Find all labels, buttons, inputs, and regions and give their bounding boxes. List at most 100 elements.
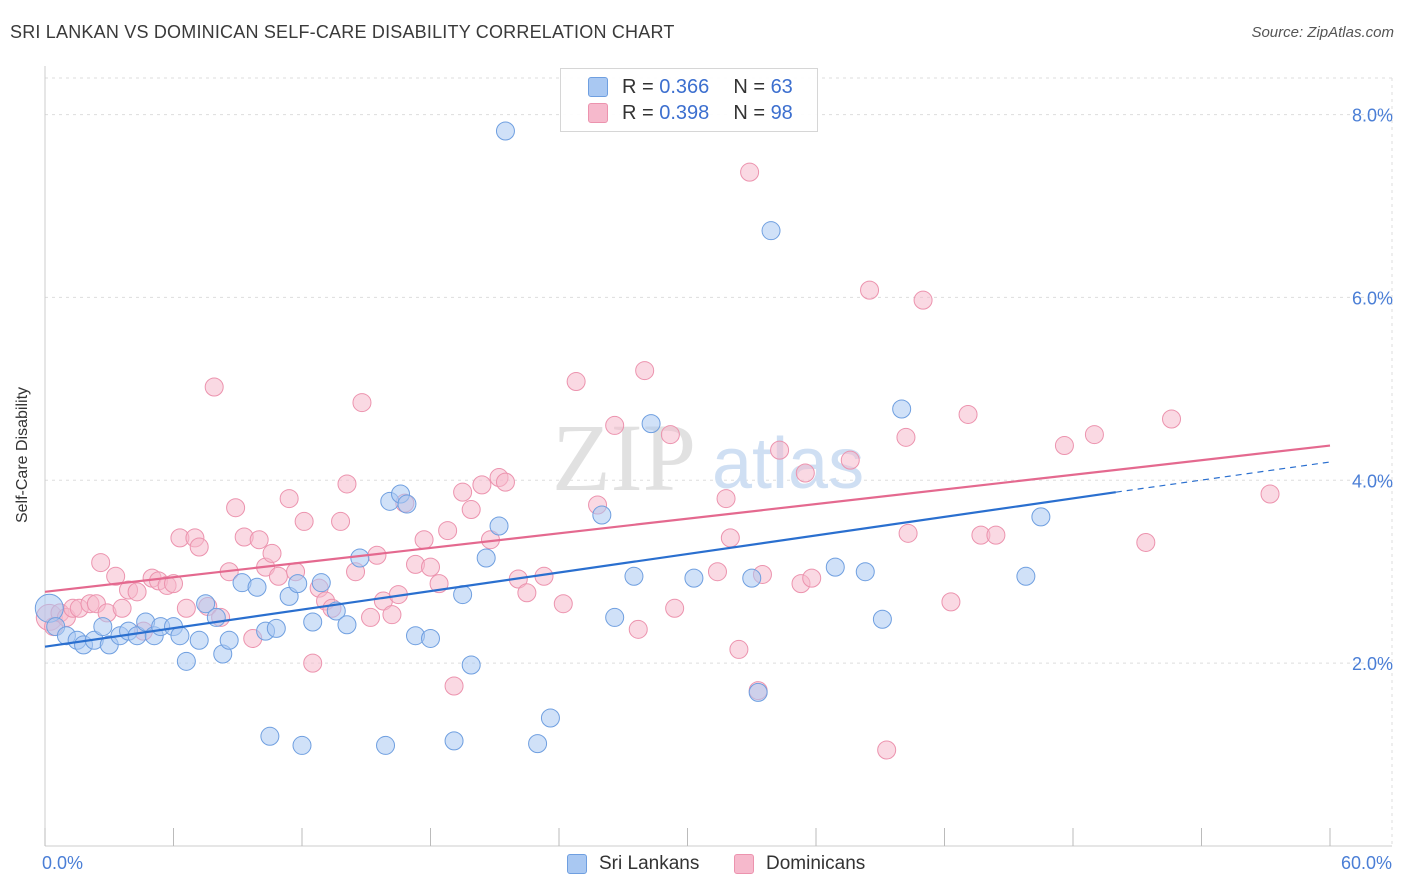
dominican-point bbox=[331, 511, 351, 531]
sri-lankan-point bbox=[196, 594, 216, 614]
sri-lankan-point bbox=[189, 630, 209, 650]
sri-lankan-point bbox=[292, 735, 312, 755]
sri-lankan-point bbox=[495, 121, 515, 141]
dominican-point bbox=[986, 525, 1006, 545]
dominican-point bbox=[268, 566, 288, 586]
sri-lankan-point bbox=[540, 708, 560, 728]
dominican-point bbox=[189, 537, 209, 557]
sri-lankan-point bbox=[684, 568, 704, 588]
dominican-point bbox=[421, 557, 440, 577]
dominican-point bbox=[414, 530, 434, 550]
legend-row-dominicans: R = 0.398 N = 98 bbox=[588, 100, 793, 126]
legend-r-label: R = bbox=[622, 75, 654, 98]
dominican-point bbox=[1162, 409, 1182, 429]
dominican-point bbox=[795, 463, 815, 483]
dominican-point bbox=[453, 482, 473, 502]
dominican-point bbox=[495, 472, 515, 492]
dominican-point bbox=[898, 523, 918, 543]
sri-lankan-point bbox=[489, 516, 509, 536]
legend-n-value: 63 bbox=[770, 75, 793, 98]
sri-lankan-point bbox=[170, 626, 190, 646]
sri-lankan-point bbox=[742, 568, 762, 588]
sri-lankan-point bbox=[624, 566, 644, 586]
legend-n-label: N = bbox=[733, 101, 765, 124]
sri-lankan-point bbox=[421, 628, 440, 648]
dominican-point bbox=[279, 489, 299, 509]
sri-lankan-point bbox=[476, 548, 496, 568]
bottom-legend-dominicans: Dominicans bbox=[734, 851, 865, 877]
x-tick-label: 0.0% bbox=[42, 853, 83, 873]
sri-lankan-point bbox=[176, 651, 196, 671]
dominican-point bbox=[877, 740, 897, 760]
sri-lankan-point bbox=[748, 682, 768, 702]
sri-lankans-trend-line bbox=[44, 491, 1116, 648]
sri-lankan-point bbox=[892, 399, 912, 419]
dominican-point bbox=[91, 553, 111, 573]
dominican-point bbox=[106, 566, 126, 586]
sri-lankan-point bbox=[1016, 566, 1036, 586]
dominican-point bbox=[226, 498, 246, 518]
legend-r-label: R = bbox=[622, 101, 654, 124]
bottom-swatch-blue bbox=[567, 854, 587, 874]
dominican-point bbox=[1054, 436, 1074, 456]
sri-lankan-point bbox=[761, 221, 781, 241]
sri-lankan-point bbox=[605, 607, 625, 627]
dominican-point bbox=[729, 639, 749, 659]
watermark: ZIP atlas bbox=[552, 404, 864, 511]
sri-lankan-point bbox=[247, 577, 267, 597]
dominican-point bbox=[553, 594, 573, 614]
legend-r-value: 0.398 bbox=[659, 101, 710, 124]
dominican-point bbox=[660, 425, 680, 445]
dominican-point bbox=[628, 619, 648, 639]
dominican-point bbox=[352, 393, 372, 413]
tick-labels: 2.0% 4.0% 6.0% 8.0% 0.0% 60.0% bbox=[42, 106, 1393, 873]
dominican-point bbox=[204, 377, 224, 397]
dominicans-trend-line bbox=[44, 444, 1331, 593]
dominican-point bbox=[740, 162, 760, 182]
dominican-point bbox=[716, 489, 736, 509]
dominican-point bbox=[958, 404, 978, 424]
dominican-point bbox=[566, 372, 586, 392]
dominican-point bbox=[472, 475, 492, 495]
sri-lankan-point bbox=[311, 573, 331, 593]
dominican-point bbox=[303, 653, 323, 673]
legend-swatch-blue bbox=[588, 77, 608, 97]
dominican-point bbox=[802, 568, 822, 588]
sri-lankan-point bbox=[350, 548, 370, 568]
sri-lankan-point bbox=[326, 601, 346, 621]
dominican-point bbox=[361, 607, 381, 627]
dominican-point bbox=[1136, 532, 1156, 552]
dominican-point bbox=[720, 528, 740, 548]
dominican-point bbox=[164, 574, 183, 594]
bottom-swatch-pink bbox=[734, 854, 754, 874]
legend-n-label: N = bbox=[733, 75, 765, 98]
dominican-point bbox=[176, 598, 196, 618]
sri-lankan-point bbox=[266, 618, 286, 638]
gridlines bbox=[45, 77, 1393, 846]
sri-lankans-points bbox=[34, 121, 1051, 755]
sri-lankan-point bbox=[855, 562, 875, 582]
axes bbox=[44, 66, 1392, 847]
sri-lankan-point bbox=[641, 414, 661, 434]
dominican-point bbox=[438, 521, 458, 541]
sri-lankan-point bbox=[93, 617, 113, 637]
sri-lankan-point bbox=[825, 557, 845, 577]
legend-swatch-pink bbox=[588, 103, 608, 123]
dominican-point bbox=[840, 450, 860, 470]
trend-lines bbox=[44, 444, 1331, 648]
bottom-legend-sri-lankans: Sri Lankans bbox=[567, 851, 699, 877]
y-axis-label: Self-Care Disability bbox=[14, 386, 31, 524]
dominican-point bbox=[1260, 484, 1280, 504]
sri-lankan-point bbox=[260, 726, 280, 746]
dominican-point bbox=[665, 598, 685, 618]
dominican-point bbox=[605, 415, 625, 435]
chart-title: SRI LANKAN VS DOMINICAN SELF-CARE DISABI… bbox=[10, 22, 675, 42]
sri-lankan-point bbox=[376, 735, 396, 755]
bottom-legend-label: Sri Lankans bbox=[599, 853, 700, 874]
bottom-legend-label: Dominicans bbox=[766, 853, 866, 874]
dominican-point bbox=[127, 582, 147, 602]
dominican-point bbox=[1084, 425, 1104, 445]
dominican-point bbox=[262, 543, 282, 563]
sri-lankan-point bbox=[1031, 507, 1051, 527]
